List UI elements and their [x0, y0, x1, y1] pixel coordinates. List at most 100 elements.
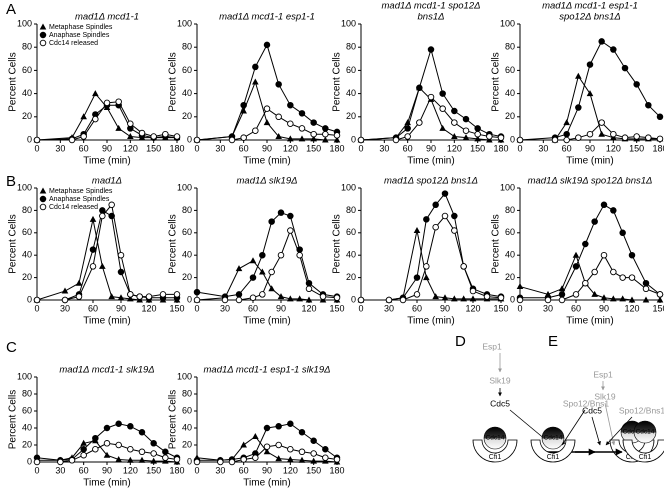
open-marker — [298, 448, 306, 456]
triangle-marker — [575, 72, 582, 79]
x-tick-label: 30 — [55, 465, 65, 475]
filled-marker — [298, 110, 306, 117]
y-tick-label: 40 — [505, 88, 515, 98]
x-tick-label: 90 — [102, 143, 112, 153]
panel-label: D — [455, 333, 466, 350]
filled-marker — [287, 101, 294, 109]
y-tick-label: 20 — [22, 272, 32, 282]
triangle-marker — [115, 124, 122, 131]
x-tick-label: 180 — [169, 465, 184, 475]
x-axis-label: Time (min) — [83, 316, 130, 327]
open-marker — [516, 136, 524, 144]
filled-marker — [441, 190, 449, 197]
y-tick-label: 20 — [182, 111, 192, 121]
x-tick-label: 150 — [629, 143, 644, 153]
open-marker — [586, 130, 594, 138]
triangle-marker — [656, 296, 664, 303]
open-marker — [263, 443, 271, 450]
y-axis-label: Percent Cells — [8, 390, 19, 449]
triangle-marker — [99, 262, 106, 269]
y-tick-label: 0 — [27, 456, 32, 466]
y-tick-label: 40 — [346, 250, 356, 260]
x-tick-label: 0 — [358, 303, 363, 313]
x-axis-label: Time (min) — [243, 156, 290, 167]
open-marker — [656, 135, 664, 143]
open-marker — [558, 296, 566, 304]
panel-label: B — [6, 173, 16, 190]
open-marker — [138, 129, 146, 137]
filled-marker — [275, 81, 282, 88]
cfi1-cup — [472, 439, 518, 463]
open-marker — [193, 136, 201, 144]
x-tick-label: 30 — [538, 143, 548, 153]
open-marker — [221, 296, 229, 304]
x-tick-label: 90 — [262, 465, 272, 475]
cdc5-label: Cdc5 — [582, 405, 602, 415]
open-marker — [80, 451, 87, 459]
triangle-marker — [287, 455, 294, 462]
cfi1-label: Cfi1 — [547, 454, 560, 461]
x-axis-label: Time (min) — [407, 156, 454, 167]
x-tick-label: 30 — [60, 303, 70, 313]
chart-title: mad1Δ mcd1-1 — [75, 12, 139, 23]
filled-marker — [423, 216, 430, 223]
filled-marker — [150, 440, 157, 447]
triangle-marker — [80, 439, 87, 446]
open-marker — [591, 268, 598, 276]
triangle-marker — [298, 135, 306, 142]
filled-marker — [432, 201, 439, 209]
triangle-marker — [310, 457, 317, 464]
filled-marker — [275, 423, 282, 430]
x-tick-label: 120 — [141, 303, 156, 313]
x-tick-label: 60 — [571, 303, 581, 313]
series-line — [197, 229, 338, 301]
y-tick-label: 100 — [341, 18, 356, 28]
open-marker — [228, 136, 236, 144]
triangle-marker — [413, 227, 421, 234]
open-marker — [497, 294, 505, 302]
filled-marker — [322, 446, 329, 453]
triangle-marker — [39, 187, 47, 194]
x-tick-label: 60 — [403, 143, 413, 153]
cdc5-label: Cdc5 — [490, 398, 510, 408]
open-marker — [451, 119, 458, 126]
filled-marker — [193, 288, 201, 296]
open-marker — [115, 441, 122, 449]
y-tick-label: 100 — [177, 18, 192, 28]
open-marker — [413, 291, 421, 298]
y-tick-label: 20 — [182, 272, 192, 282]
filled-marker — [645, 101, 652, 109]
filled-marker — [249, 274, 257, 281]
open-marker — [92, 115, 99, 123]
triangle-marker — [305, 296, 313, 303]
triangle-marker — [460, 295, 467, 302]
x-tick-label: 150 — [306, 143, 321, 153]
open-marker — [103, 99, 111, 107]
cfi1-label: Cfi1 — [639, 454, 652, 461]
x-axis-label: Time (min) — [243, 478, 290, 489]
open-marker — [240, 134, 247, 141]
chart-title: spo12Δ bns1Δ — [559, 12, 621, 23]
x-tick-label: 90 — [585, 143, 595, 153]
filled-marker — [586, 61, 594, 68]
open-marker — [544, 296, 552, 304]
open-marker — [399, 296, 407, 304]
x-tick-label: 180 — [329, 143, 344, 153]
open-marker — [263, 105, 271, 112]
open-marker — [240, 456, 247, 463]
open-marker — [357, 136, 365, 144]
y-tick-label: 80 — [182, 205, 192, 215]
y-tick-label: 40 — [22, 422, 32, 432]
triangle-marker — [249, 257, 257, 264]
triangle-marker — [127, 133, 134, 140]
open-marker — [645, 134, 652, 141]
filled-marker — [310, 119, 317, 126]
x-tick-label: 90 — [426, 143, 436, 153]
x-tick-label: 0 — [34, 303, 39, 313]
open-marker — [404, 133, 411, 140]
x-tick-label: 120 — [283, 465, 298, 475]
triangle-marker — [80, 113, 87, 120]
open-marker — [460, 263, 467, 270]
y-tick-label: 60 — [346, 65, 356, 75]
x-tick-label: 120 — [606, 143, 621, 153]
